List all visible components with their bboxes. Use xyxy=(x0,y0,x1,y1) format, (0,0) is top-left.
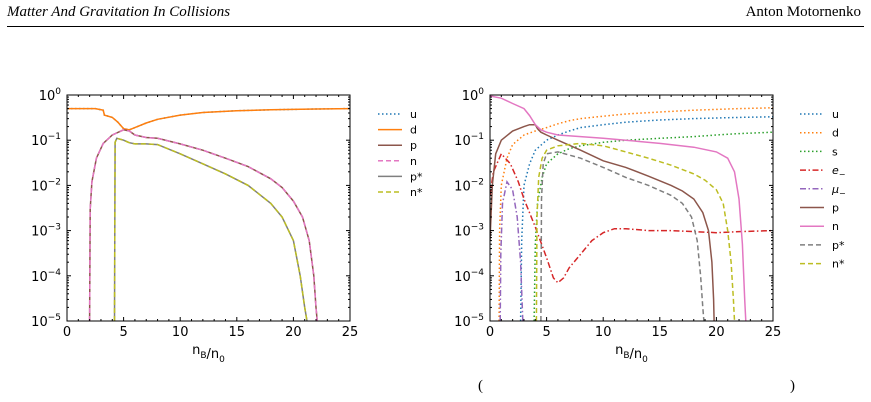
y-tick-label: 10−3 xyxy=(454,223,484,240)
caption-open-paren: ( xyxy=(478,378,483,394)
legend-label: e− xyxy=(832,164,845,179)
series-line-n-3 xyxy=(88,129,318,321)
running-title: Matter And Gravitation In Collisions xyxy=(7,4,231,20)
x-tick-label: 0 xyxy=(486,325,494,340)
series-line-n-8 xyxy=(535,142,736,321)
plot-frame xyxy=(66,94,351,322)
y-tick-label: 10−5 xyxy=(454,313,484,330)
running-author: Anton Motornenko xyxy=(745,4,861,20)
series-line-p-4 xyxy=(113,137,308,321)
series-line-n-5 xyxy=(113,137,308,321)
y-tick-label: 10−2 xyxy=(454,177,484,194)
y-tick-label: 10−1 xyxy=(31,132,61,149)
page-header: Matter And Gravitation In Collisions Ant… xyxy=(0,0,871,30)
legend-label: n* xyxy=(832,258,845,271)
y-tick-label: 10−1 xyxy=(454,132,484,149)
x-tick-label: 10 xyxy=(172,325,189,340)
y-tick-label: 100 xyxy=(39,87,62,104)
series-group xyxy=(67,107,350,321)
legend-label: p xyxy=(410,139,417,152)
legend-label: p xyxy=(832,202,839,215)
legend-label: s xyxy=(832,145,838,158)
legend-label: n xyxy=(832,220,839,233)
x-tick-label: 25 xyxy=(765,325,782,340)
legend-label: μ− xyxy=(831,183,846,198)
legend-label: n* xyxy=(410,186,423,199)
legend-label: d xyxy=(832,127,839,140)
y-tick-label: 10−2 xyxy=(31,177,61,194)
series-group xyxy=(490,95,773,321)
x-tick-label: 20 xyxy=(285,325,302,340)
y-tick-label: 10−4 xyxy=(454,268,484,285)
x-tick-label: 5 xyxy=(119,325,127,340)
x-tick-label: 10 xyxy=(595,325,612,340)
y-tick-label: 100 xyxy=(462,87,485,104)
x-tick-label: 20 xyxy=(708,325,725,340)
series-line-p-7 xyxy=(540,151,705,321)
legend-label: p* xyxy=(410,170,423,183)
legend-label: u xyxy=(410,108,417,121)
x-axis-label: nB/n0 xyxy=(192,343,225,365)
chart-left: 0 5 10 15 20 25 100 10−1 10−2 10−3 10−4 10−5 nB/n0 ud… xyxy=(31,87,423,365)
series-line-p-5 xyxy=(490,123,715,321)
x-tick-label: 15 xyxy=(652,325,669,340)
y-tick-label: 10−3 xyxy=(31,223,61,240)
x-tick-label: 5 xyxy=(542,325,550,340)
plot-frame xyxy=(489,94,774,322)
legend: uds e− μ− pn p* n* xyxy=(800,108,846,271)
series-line--4 xyxy=(499,179,524,321)
x-axis-label: nB/n0 xyxy=(615,343,648,365)
caption-close-paren: ) xyxy=(790,378,795,394)
series-line-p-2 xyxy=(88,129,318,321)
x-tick-label: 25 xyxy=(342,325,359,340)
legend-label: u xyxy=(832,108,839,121)
legend-label: p* xyxy=(832,239,845,252)
series-line-n-6 xyxy=(490,95,747,321)
x-tick-label: 0 xyxy=(63,325,71,340)
legend-label: n xyxy=(410,155,417,168)
series-line-d-1 xyxy=(498,107,773,321)
series-line-u-0 xyxy=(519,116,773,321)
chart-right: 0 5 10 15 20 25 100 10−1 10−2 10−3 10−4 10−5 nB/n0 ud… xyxy=(454,87,846,365)
header-rule xyxy=(7,26,864,27)
y-tick-label: 10−5 xyxy=(31,313,61,330)
legend-label: d xyxy=(410,124,417,137)
series-line-d-1 xyxy=(67,107,350,131)
series-line-e-3 xyxy=(490,152,773,284)
y-tick-label: 10−4 xyxy=(31,268,61,285)
x-tick-label: 15 xyxy=(229,325,246,340)
